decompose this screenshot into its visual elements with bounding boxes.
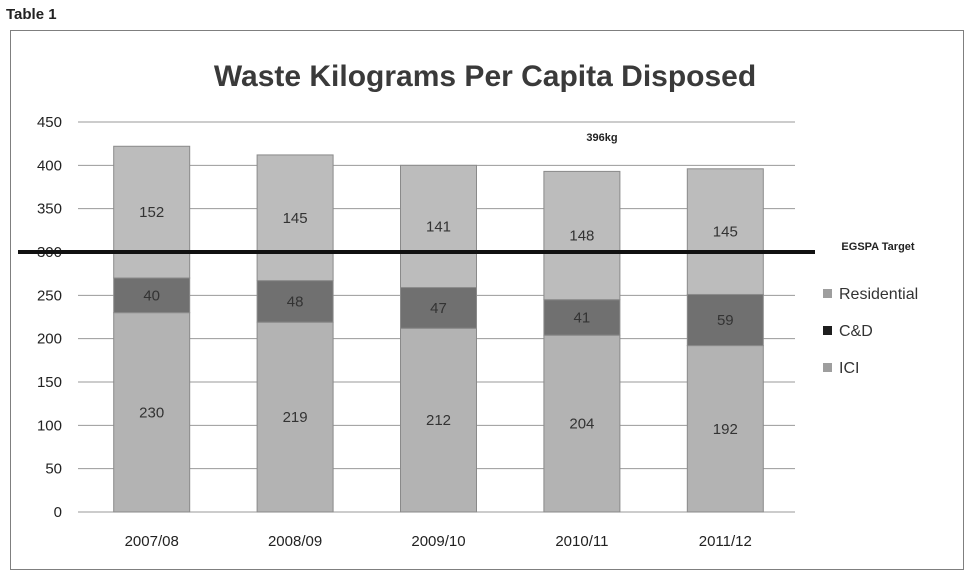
data-label: 41 (574, 309, 591, 326)
y-tick-label: 0 (54, 504, 62, 521)
y-tick-label: 250 (37, 287, 62, 304)
legend-swatch (823, 289, 832, 298)
data-label: 48 (287, 293, 304, 310)
y-tick-label: 100 (37, 417, 62, 434)
data-label: 148 (569, 228, 594, 245)
bar-ici-2010-11 (543, 334, 621, 513)
bar-ici-2008-09 (256, 321, 334, 513)
data-label: 219 (283, 409, 308, 426)
data-label: 59 (717, 312, 734, 329)
bar-residential-2010-11 (543, 170, 621, 301)
data-label: 192 (713, 421, 738, 438)
y-tick-label: 150 (37, 374, 62, 391)
bar-residential-2009-10 (400, 164, 477, 289)
data-label: 40 (143, 287, 160, 304)
bars: 230 40 152 219 48 145 212 47 141 204 41 148 192 59 145 (113, 145, 764, 513)
table-label: Table 1 (6, 6, 57, 23)
bar-residential-2011-12 (686, 168, 764, 295)
y-tick-label: 50 (45, 461, 62, 478)
x-axis-categories: 2007/08 2008/09 2009/10 2010/11 2011/12 (125, 533, 752, 550)
x-category-label: 2011/12 (699, 533, 752, 550)
data-label: 204 (569, 416, 594, 433)
x-category-label: 2008/09 (268, 533, 322, 550)
target-label: EGSPA Target (841, 241, 914, 253)
bar-ici-2009-10 (400, 327, 477, 513)
data-label: 230 (139, 404, 164, 421)
data-label: 212 (426, 412, 451, 429)
bar-cd-2011-12 (686, 293, 764, 347)
data-label: 47 (430, 300, 447, 317)
x-category-label: 2009/10 (411, 533, 465, 550)
y-tick-label: 450 (37, 114, 62, 131)
y-tick-label: 350 (37, 201, 62, 218)
y-tick-label: 400 (37, 157, 62, 174)
bar-residential-2008-09 (256, 154, 334, 282)
bar-residential-2007-08 (113, 145, 191, 279)
data-label: 141 (426, 218, 451, 235)
bar-cd-2009-10 (400, 287, 477, 329)
bar-cd-2007-08 (113, 277, 191, 314)
annotation-396kg: 396kg (586, 132, 617, 144)
x-category-label: 2010/11 (555, 533, 608, 550)
bar-ici-2011-12 (686, 345, 764, 513)
y-tick-label: 200 (37, 331, 62, 348)
target-line-group: EGSPA Target (18, 241, 915, 254)
chart-title: Waste Kilograms Per Capita Disposed (214, 60, 756, 93)
legend-label: ICI (839, 360, 859, 377)
legend-swatch (823, 363, 832, 372)
legend: Residential C&D ICI (823, 286, 918, 377)
data-label: 145 (283, 210, 308, 227)
legend-swatch (823, 326, 832, 335)
bar-ici-2007-08 (113, 312, 191, 513)
y-axis-ticks: 050100150200250300350400450 (37, 114, 62, 521)
legend-label: C&D (839, 323, 873, 340)
data-label: 145 (713, 224, 738, 241)
legend-label: Residential (839, 286, 918, 303)
data-label: 152 (139, 204, 164, 221)
x-category-label: 2007/08 (125, 533, 179, 550)
